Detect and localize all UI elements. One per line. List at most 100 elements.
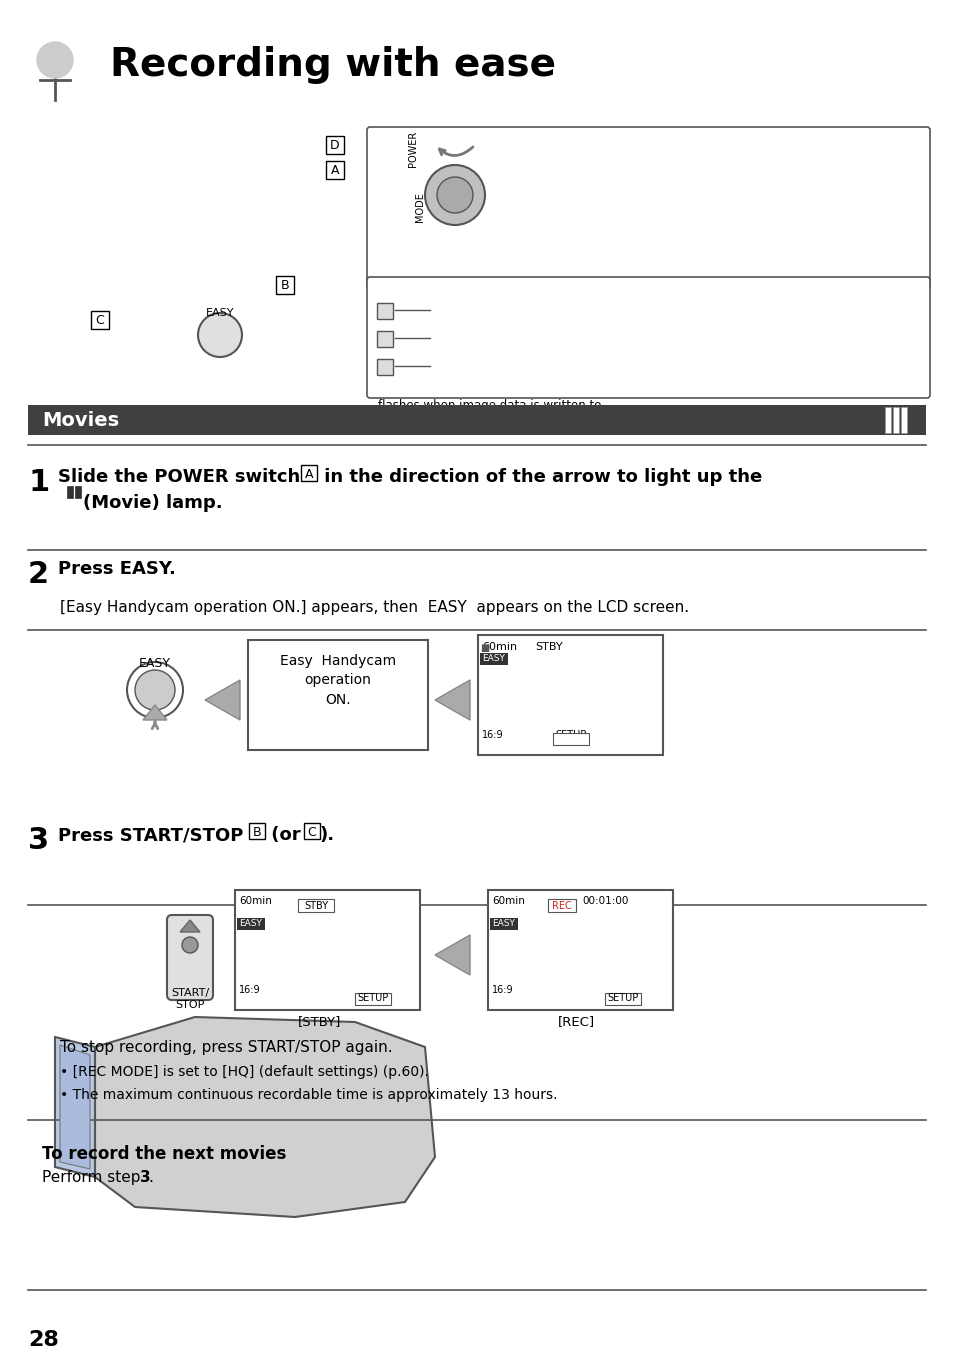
Circle shape xyxy=(198,313,242,357)
Text: Perform step: Perform step xyxy=(42,1170,145,1185)
Circle shape xyxy=(135,670,174,710)
Text: A: A xyxy=(304,468,313,480)
Text: EASY: EASY xyxy=(239,919,262,927)
Text: REC: REC xyxy=(552,901,571,911)
Text: Press START/STOP: Press START/STOP xyxy=(58,826,250,844)
Text: The ACCESS lamp either lights or
flashes when image data is written to
the hard : The ACCESS lamp either lights or flashes… xyxy=(377,383,600,429)
Polygon shape xyxy=(435,935,470,974)
Text: 3: 3 xyxy=(28,826,49,855)
Text: Slide the POWER switch in the: Slide the POWER switch in the xyxy=(499,133,689,147)
Text: Recording with ease: Recording with ease xyxy=(110,46,556,84)
Polygon shape xyxy=(95,1016,435,1217)
Text: To stop recording, press START/STOP again.: To stop recording, press START/STOP agai… xyxy=(60,1039,393,1054)
Polygon shape xyxy=(180,920,200,932)
Bar xyxy=(490,917,517,930)
Bar xyxy=(553,733,588,745)
Circle shape xyxy=(182,936,198,953)
Text: 28: 28 xyxy=(28,1330,59,1350)
Bar xyxy=(297,898,334,912)
Bar xyxy=(604,993,640,1006)
Text: SETUP: SETUP xyxy=(357,993,388,1003)
Text: SETUP: SETUP xyxy=(555,730,586,740)
Text: A: A xyxy=(331,163,339,176)
Text: POWER: POWER xyxy=(408,130,417,167)
Text: [Easy Handycam operation ON.] appears, then  EASY  appears on the LCD screen.: [Easy Handycam operation ON.] appears, t… xyxy=(60,600,688,615)
FancyBboxPatch shape xyxy=(367,277,929,398)
Bar xyxy=(488,890,672,1010)
Text: MODE: MODE xyxy=(415,193,424,223)
Bar xyxy=(75,486,81,498)
Text: Slide the POWER switch: Slide the POWER switch xyxy=(58,468,306,486)
Bar xyxy=(355,993,391,1006)
Bar xyxy=(892,407,898,433)
FancyBboxPatch shape xyxy=(91,311,109,328)
FancyBboxPatch shape xyxy=(275,275,294,294)
Text: STBY: STBY xyxy=(304,901,328,911)
Text: 1: 1 xyxy=(28,468,50,497)
Text: STBY: STBY xyxy=(535,642,562,651)
Text: C: C xyxy=(307,825,316,839)
FancyBboxPatch shape xyxy=(376,303,393,319)
FancyBboxPatch shape xyxy=(376,331,393,347)
Circle shape xyxy=(127,662,183,718)
Text: EASY: EASY xyxy=(139,657,171,669)
Text: • [REC MODE] is set to [HQ] (default settings) (p.60).: • [REC MODE] is set to [HQ] (default set… xyxy=(60,1065,429,1079)
Text: START/: START/ xyxy=(171,988,209,997)
Text: STOP: STOP xyxy=(175,1000,205,1010)
Text: • The maximum continuous recordable time is approximately 13 hours.: • The maximum continuous recordable time… xyxy=(60,1088,557,1102)
Text: 16:9: 16:9 xyxy=(239,985,260,995)
Text: 16:9: 16:9 xyxy=(492,985,513,995)
FancyBboxPatch shape xyxy=(326,161,344,179)
Text: Press EASY.: Press EASY. xyxy=(58,560,175,578)
Text: ).: ). xyxy=(319,826,335,844)
Bar xyxy=(234,890,419,1010)
Text: (Movie) lamp.: (Movie) lamp. xyxy=(58,494,222,512)
Text: ACCESS: ACCESS xyxy=(377,338,432,351)
Text: Movies: Movies xyxy=(42,411,119,430)
Circle shape xyxy=(436,176,473,213)
Text: EASY: EASY xyxy=(206,308,234,318)
Text: 60min: 60min xyxy=(492,896,524,906)
Text: SETUP: SETUP xyxy=(607,993,638,1003)
Bar xyxy=(884,407,890,433)
FancyBboxPatch shape xyxy=(304,822,319,839)
FancyBboxPatch shape xyxy=(326,136,344,153)
Text: (CHG) position.: (CHG) position. xyxy=(499,205,595,218)
Text: 60min: 60min xyxy=(481,642,517,651)
Text: [STBY]: [STBY] xyxy=(298,1015,341,1029)
Polygon shape xyxy=(60,1045,90,1168)
Bar xyxy=(67,486,73,498)
Bar xyxy=(547,898,576,912)
Text: B: B xyxy=(253,825,261,839)
Text: 2: 2 xyxy=(28,560,49,589)
Text: .: . xyxy=(148,1170,152,1185)
Polygon shape xyxy=(143,706,167,721)
Text: B: B xyxy=(280,278,289,292)
Polygon shape xyxy=(205,680,240,721)
Text: To record still images: To record still images xyxy=(435,323,567,337)
Text: (or: (or xyxy=(265,826,307,844)
Text: [REC]: [REC] xyxy=(557,1015,594,1029)
Bar xyxy=(477,635,662,754)
Bar xyxy=(248,641,428,750)
Text: ■: ■ xyxy=(479,643,489,653)
Text: EASY: EASY xyxy=(482,654,505,662)
Text: Easy  Handycam
operation
ON.: Easy Handycam operation ON. xyxy=(279,654,395,707)
Text: To record movies: To record movies xyxy=(435,296,540,308)
Text: 16:9: 16:9 xyxy=(481,730,503,740)
Bar xyxy=(236,917,265,930)
Text: To record the next movies: To record the next movies xyxy=(42,1145,286,1163)
Text: 00:01:00: 00:01:00 xyxy=(581,896,628,906)
Text: 60min: 60min xyxy=(239,896,272,906)
Text: the POWER switch is in the OFF: the POWER switch is in the OFF xyxy=(499,187,696,201)
FancyBboxPatch shape xyxy=(301,465,316,480)
Bar xyxy=(28,404,925,436)
FancyBboxPatch shape xyxy=(367,128,929,288)
Text: pressing the green button only when: pressing the green button only when xyxy=(499,170,730,182)
Text: in the direction of the arrow to light up the: in the direction of the arrow to light u… xyxy=(317,468,761,486)
Circle shape xyxy=(424,166,484,225)
Text: D: D xyxy=(330,138,339,152)
Text: 3: 3 xyxy=(140,1170,151,1185)
Text: direction of the arrow while: direction of the arrow while xyxy=(499,152,671,164)
Polygon shape xyxy=(55,1037,95,1177)
